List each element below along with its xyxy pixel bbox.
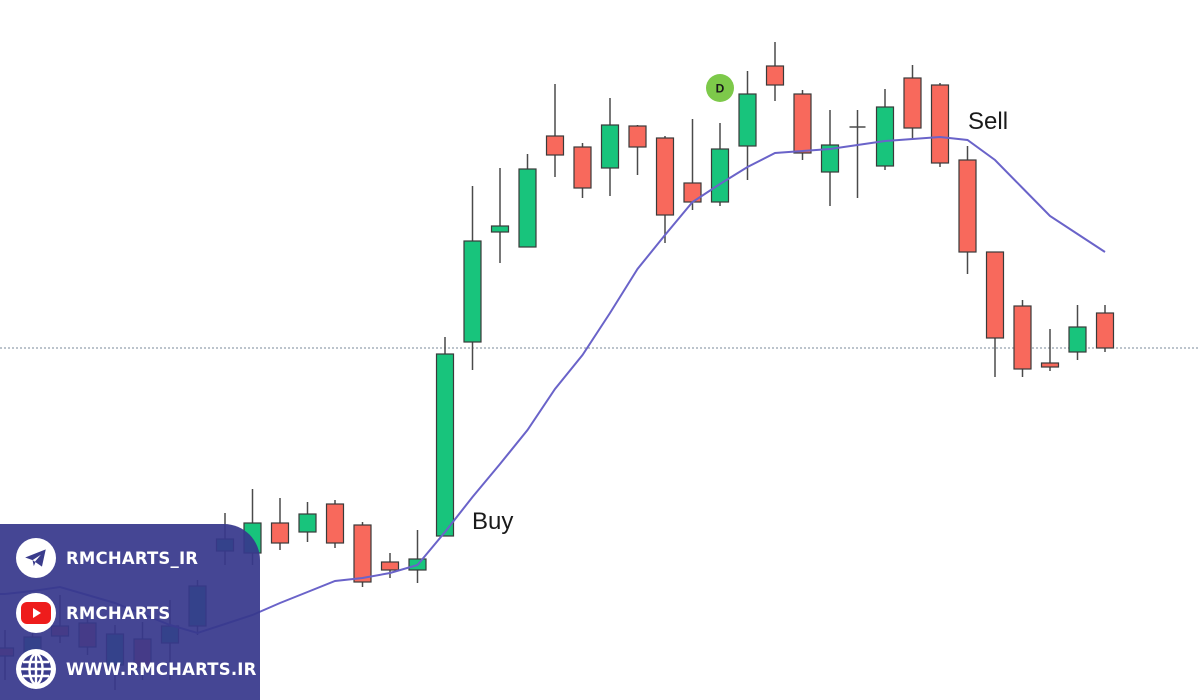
candle: [930, 83, 950, 167]
candle-body: [1013, 305, 1032, 370]
candle: [1040, 329, 1060, 371]
candle: [1013, 300, 1032, 377]
candle-body: [463, 240, 482, 343]
candle: [903, 65, 922, 138]
candle: [738, 71, 757, 180]
candle-body: [1068, 326, 1087, 353]
candle: [490, 168, 510, 263]
website-url: WWW.RMCHARTS.IR: [66, 659, 257, 679]
buy-label: Buy: [472, 508, 513, 535]
candle: [325, 500, 345, 548]
telegram-link[interactable]: RMCHARTS_IR: [16, 538, 198, 578]
candle-body: [1095, 312, 1115, 349]
candle-body: [490, 225, 510, 233]
candle-body: [710, 148, 730, 203]
marker-circle: [706, 74, 734, 102]
youtube-link[interactable]: RMCHARTS: [16, 593, 171, 633]
telegram-handle: RMCHARTS_IR: [66, 548, 199, 568]
candle: [655, 136, 675, 243]
candle: [463, 186, 482, 370]
candle-body: [380, 561, 400, 571]
candle-body: [270, 522, 290, 544]
website-link[interactable]: WWW.RMCHARTS.IR: [16, 649, 257, 689]
candle-body: [903, 77, 922, 129]
candle: [985, 251, 1005, 377]
candle-body: [738, 93, 757, 147]
candle-body: [985, 251, 1005, 339]
candle-body: [655, 137, 675, 216]
candle: [435, 337, 455, 537]
candle-body: [545, 135, 565, 156]
candle: [270, 498, 290, 550]
candle: [875, 89, 895, 170]
candle-body: [875, 106, 895, 167]
candle: [573, 143, 592, 198]
candle: [849, 110, 866, 198]
candle: [518, 154, 537, 248]
candle-body: [573, 146, 592, 189]
candle: [793, 90, 812, 160]
youtube-channel: RMCHARTS: [66, 603, 171, 623]
candle: [353, 522, 372, 587]
candle: [545, 84, 565, 177]
candle-body: [435, 353, 455, 537]
candle-body: [930, 84, 950, 164]
candle-body: [820, 144, 840, 173]
marker-label: D: [716, 82, 725, 96]
social-watermark-panel: RMCHARTS_IR RMCHARTS WWW.RMCHARTS.IR: [0, 524, 260, 700]
candle-body: [793, 93, 812, 154]
candle-body: [628, 125, 647, 148]
candle-body: [958, 159, 977, 253]
candle-body: [325, 503, 345, 544]
candle: [765, 42, 785, 101]
candle: [1095, 305, 1115, 352]
telegram-icon: [16, 538, 56, 578]
candle: [958, 146, 977, 274]
candle-body: [518, 168, 537, 248]
candle: [710, 123, 730, 206]
candle: [298, 502, 317, 542]
candle: [820, 110, 840, 206]
candle: [600, 98, 620, 196]
youtube-icon: [16, 593, 56, 633]
candle-body: [1040, 362, 1060, 368]
candle: [1068, 305, 1087, 360]
signal-marker: D: [706, 74, 734, 102]
candle: [628, 125, 647, 175]
candle-body: [765, 65, 785, 86]
candle-body: [600, 124, 620, 169]
sell-label: Sell: [968, 108, 1008, 135]
globe-icon: [16, 649, 56, 689]
candle-body: [353, 524, 372, 583]
candle: [683, 119, 702, 210]
candle-body: [298, 513, 317, 533]
